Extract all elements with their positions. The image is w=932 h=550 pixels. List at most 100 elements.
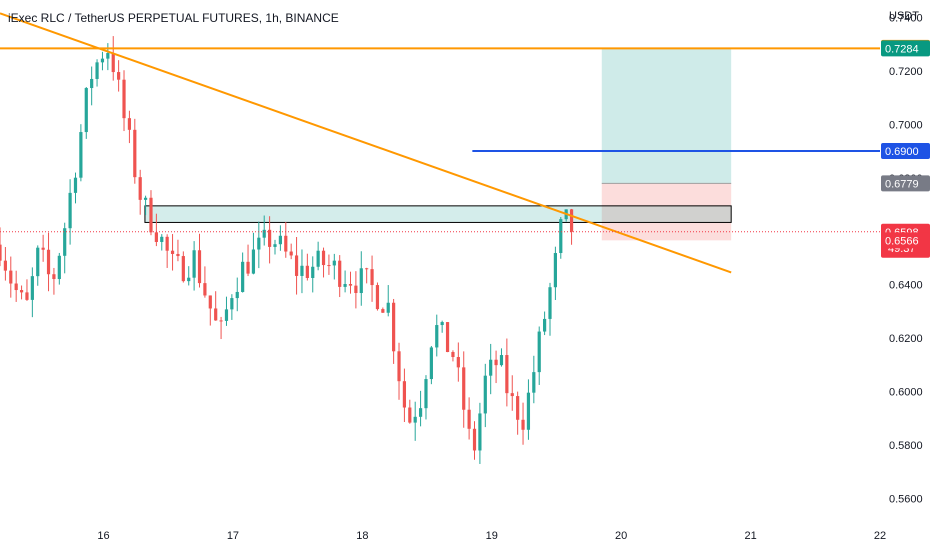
- candle: [489, 343, 493, 395]
- candle-body: [57, 255, 61, 280]
- candle-body: [359, 268, 363, 294]
- candle: [338, 255, 342, 298]
- x-tick-label: 22: [874, 530, 886, 542]
- long-position-stop-zone[interactable]: [601, 183, 732, 241]
- candle: [435, 314, 439, 357]
- candle: [257, 221, 261, 269]
- candle-body: [100, 58, 105, 63]
- candle-body: [569, 209, 574, 232]
- candle-body: [332, 260, 336, 266]
- candle: [440, 320, 444, 333]
- candle-body: [90, 78, 94, 89]
- candle-body: [354, 285, 358, 294]
- candle: [359, 251, 363, 306]
- candle: [63, 222, 67, 274]
- candle-body: [462, 367, 466, 410]
- candle-body: [521, 419, 525, 430]
- candle: [365, 267, 369, 284]
- candle: [467, 397, 471, 440]
- candle-body: [106, 53, 110, 59]
- chart-title: iExec RLC / TetherUS PERPETUAL FUTURES, …: [8, 11, 339, 25]
- candle-body: [489, 359, 493, 376]
- x-tick-label: 16: [97, 530, 109, 542]
- candle: [268, 216, 272, 264]
- candle: [424, 375, 428, 420]
- candle: [273, 239, 277, 255]
- candle: [548, 282, 552, 336]
- candle-body: [165, 236, 169, 251]
- candle-body: [435, 325, 439, 348]
- candle-body: [305, 265, 309, 278]
- candle: [214, 291, 218, 321]
- candle-body: [311, 266, 315, 278]
- candle: [305, 253, 309, 281]
- candle: [192, 241, 196, 291]
- candle: [553, 246, 557, 300]
- candle-body: [9, 270, 13, 284]
- candle-body: [133, 129, 137, 178]
- candle-body: [375, 285, 380, 310]
- price-label-box: [881, 40, 930, 57]
- candle-body: [467, 409, 471, 429]
- candle: [19, 285, 24, 300]
- candle: [559, 216, 563, 259]
- candle: [100, 51, 105, 71]
- candle: [246, 244, 250, 277]
- x-tick-label: 21: [744, 530, 756, 542]
- candle-body: [117, 72, 121, 80]
- x-tick-label: 20: [615, 530, 627, 542]
- candle-body: [160, 236, 164, 242]
- candle: [203, 266, 207, 298]
- candle: [343, 270, 347, 293]
- candle-body: [84, 88, 88, 133]
- candle-body: [246, 261, 250, 274]
- candle: [284, 222, 288, 258]
- price-labels: 0.72860.72840.69000.67790.659849:370.656…: [881, 39, 930, 258]
- y-tick-label: 0.6200: [889, 333, 923, 345]
- candle: [375, 282, 380, 311]
- candle: [165, 234, 169, 268]
- candle: [370, 255, 374, 302]
- descending-trendline[interactable]: [0, 12, 732, 274]
- price-unit-label: USDT: [889, 10, 919, 22]
- candle: [160, 234, 164, 251]
- price-label-text: 0.6779: [885, 178, 919, 190]
- candle-body: [483, 375, 487, 414]
- support-zone-box[interactable]: [144, 205, 732, 223]
- candle-body: [154, 232, 158, 242]
- candle: [348, 271, 353, 294]
- candle: [462, 351, 466, 428]
- candle-body: [418, 408, 423, 417]
- candle-body: [548, 287, 552, 319]
- candle: [46, 232, 51, 292]
- candle-body: [559, 219, 563, 254]
- candle-body: [289, 251, 293, 256]
- candle: [311, 256, 315, 293]
- candle: [235, 277, 239, 312]
- candle: [521, 402, 525, 445]
- candle-body: [451, 352, 455, 358]
- candle: [224, 296, 229, 326]
- candle-body: [19, 290, 24, 293]
- candle: [262, 215, 266, 246]
- candle-body: [365, 268, 369, 270]
- candle: [111, 36, 115, 81]
- candle: [241, 252, 245, 293]
- candle-body: [79, 132, 83, 178]
- candle-body: [408, 407, 412, 423]
- candle-body: [36, 247, 40, 277]
- candle-body: [30, 276, 34, 300]
- candle-body: [537, 331, 541, 373]
- long-position-profit-zone[interactable]: [601, 48, 732, 184]
- candle-body: [386, 302, 390, 313]
- candle-body: [510, 393, 514, 397]
- price-label-text: 0.6900: [885, 146, 919, 158]
- candle: [127, 110, 132, 144]
- candle-body: [203, 283, 207, 296]
- candle: [84, 87, 88, 139]
- candle: [381, 307, 385, 313]
- candle-body: [192, 250, 196, 278]
- candle: [73, 172, 78, 204]
- candle-body: [294, 255, 299, 276]
